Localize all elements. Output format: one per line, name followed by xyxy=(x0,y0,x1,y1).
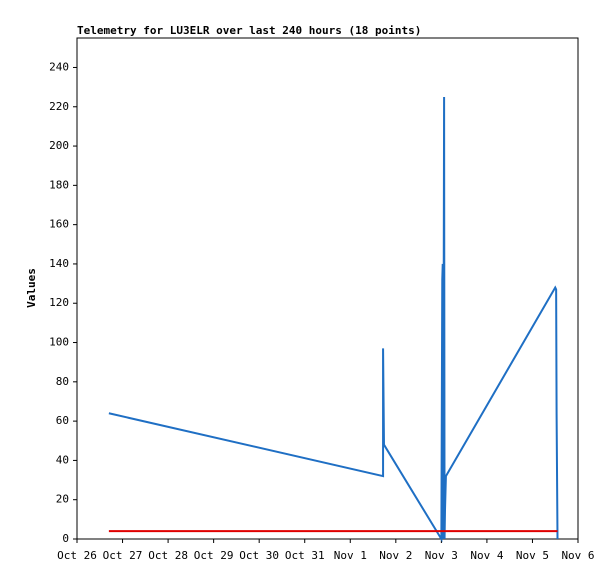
y-tick-label: 240 xyxy=(49,60,69,73)
x-tick-label: Oct 26 xyxy=(57,549,97,562)
y-tick-label: 120 xyxy=(49,296,69,309)
x-tick-label: Nov 4 xyxy=(470,549,503,562)
x-tick-label: Oct 31 xyxy=(285,549,325,562)
x-tick-label: Oct 28 xyxy=(148,549,188,562)
x-tick-label: Nov 1 xyxy=(334,549,367,562)
y-tick-label: 200 xyxy=(49,139,69,152)
y-tick-label: 80 xyxy=(56,375,69,388)
chart-title: Telemetry for LU3ELR over last 240 hours… xyxy=(77,24,421,37)
x-tick-label: Nov 2 xyxy=(379,549,412,562)
x-tick-label: Oct 29 xyxy=(194,549,234,562)
y-tick-label: 140 xyxy=(49,257,69,270)
x-tick-label: Nov 5 xyxy=(516,549,549,562)
x-tick-label: Nov 6 xyxy=(561,549,594,562)
y-tick-label: 180 xyxy=(49,178,69,191)
x-tick-label: Oct 27 xyxy=(103,549,143,562)
y-tick-label: 0 xyxy=(62,532,69,545)
y-tick-label: 60 xyxy=(56,414,69,427)
series-line xyxy=(108,96,559,543)
y-tick-label: 100 xyxy=(49,336,69,349)
y-tick-label: 220 xyxy=(49,100,69,113)
y-tick-label: 40 xyxy=(56,453,69,466)
x-tick-label: Oct 30 xyxy=(239,549,279,562)
y-axis-label: Values xyxy=(25,268,38,308)
x-tick-label: Nov 3 xyxy=(425,549,458,562)
plot-frame xyxy=(76,37,579,540)
y-tick-label: 160 xyxy=(49,218,69,231)
y-tick-label: 20 xyxy=(56,493,69,506)
